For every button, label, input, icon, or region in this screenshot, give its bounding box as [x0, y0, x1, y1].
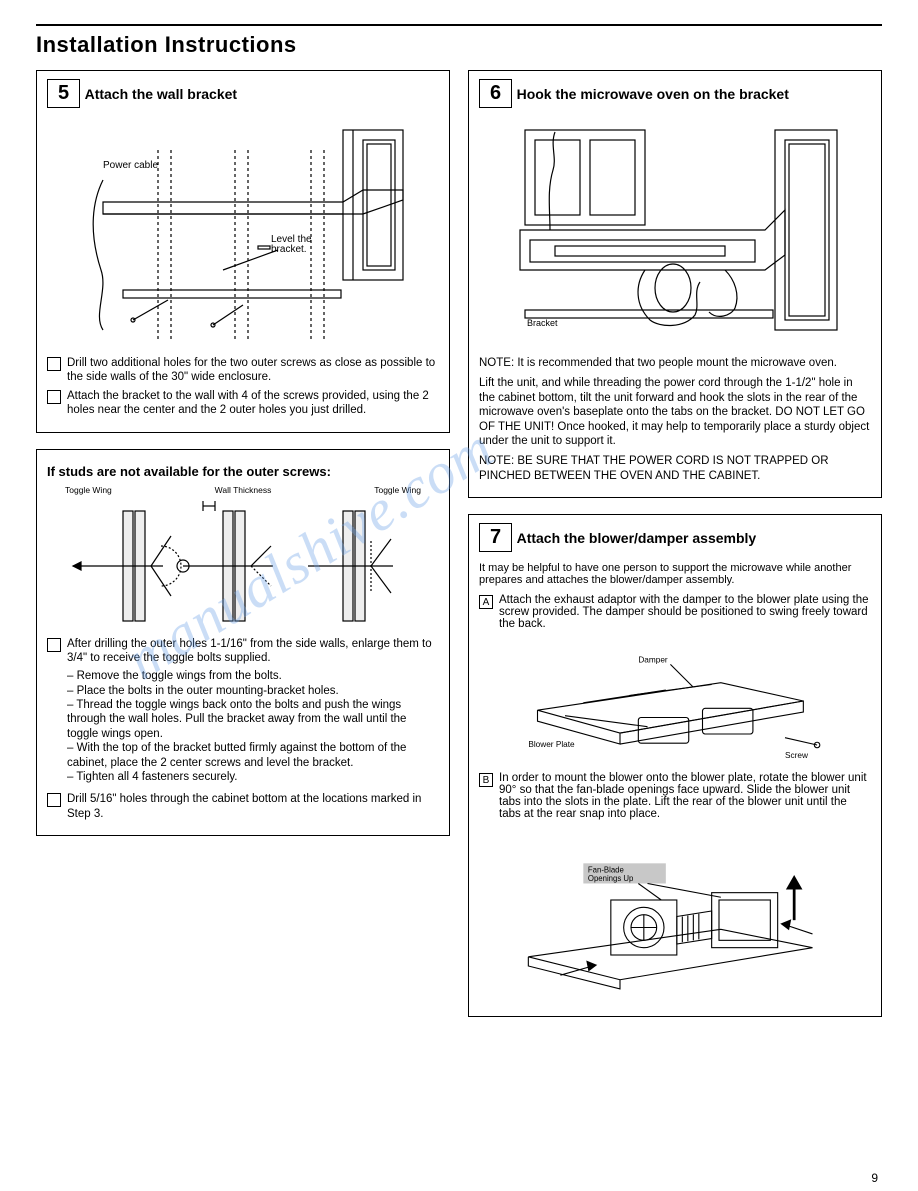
bullet: – Place the bolts in the outer mounting-… [67, 684, 439, 698]
checkbox-icon: A [479, 595, 493, 609]
figure-exhaust-adaptor: Damper Blower Plate Screw [479, 636, 871, 766]
note-text: NOTE: BE SURE THAT THE POWER CORD IS NOT… [479, 454, 871, 483]
step-title: Attach the wall bracket [85, 86, 238, 102]
substep-b: B In order to mount the blower onto the … [479, 772, 871, 820]
panel-toggle-variant: If studs are not available for the outer… [36, 449, 450, 837]
check-text: Attach the bracket to the wall with 4 of… [67, 389, 439, 418]
variant-title: If studs are not available for the outer… [47, 464, 439, 479]
svg-text:Damper: Damper [638, 656, 668, 665]
svg-text:Bracket: Bracket [527, 318, 558, 328]
panel6-body: NOTE: It is recommended that two people … [479, 356, 871, 483]
panel5-check-2: Attach the bracket to the wall with 4 of… [47, 389, 439, 418]
check-text: Drill 5/16" holes through the cabinet bo… [67, 792, 439, 821]
panel-step-6: 6 Hook the microwave oven on the bracket [468, 70, 882, 498]
check-text: Drill two additional holes for the two o… [67, 356, 439, 385]
figure-blower-rotate: Fan-Blade Openings Up [479, 826, 871, 996]
header-rule [36, 24, 882, 26]
substep-text: In order to mount the blower onto the bl… [499, 772, 871, 820]
step-number: 6 [479, 79, 512, 108]
step-title: Hook the microwave oven on the bracket [517, 86, 789, 102]
intro-note: It may be helpful to have one person to … [479, 562, 871, 586]
svg-text:bracket.: bracket. [271, 244, 307, 255]
svg-text:Power cable: Power cable [103, 160, 158, 171]
panel-step-5: 5 Attach the wall bracket [36, 70, 450, 433]
toggle-check-1: After drilling the outer holes 1-1/16" f… [47, 637, 439, 666]
checkbox-icon [47, 793, 61, 807]
checkbox-icon [47, 390, 61, 404]
panel5-body: Drill two additional holes for the two o… [47, 356, 439, 418]
bullet: – Tighten all 4 fasteners securely. [67, 770, 439, 784]
figure-toggle-bolts [47, 501, 439, 631]
substep-a: A Attach the exhaust adaptor with the da… [479, 594, 871, 630]
toggle-check-2: Drill 5/16" holes through the cabinet bo… [47, 792, 439, 821]
page-number: 9 [871, 1171, 878, 1185]
checkbox-icon: B [479, 773, 493, 787]
svg-text:Openings Up: Openings Up [588, 874, 633, 883]
para: Lift the unit, and while threading the p… [479, 376, 871, 448]
page-title: Installation Instructions [36, 32, 882, 58]
toggle-body: After drilling the outer holes 1-1/16" f… [47, 637, 439, 822]
substep-text: Attach the exhaust adaptor with the damp… [499, 594, 871, 630]
panel5-check-1: Drill two additional holes for the two o… [47, 356, 439, 385]
figure-wall-bracket: Power cable Level the bracket. [47, 120, 439, 350]
step-number: 7 [479, 523, 512, 552]
checkbox-icon [47, 357, 61, 371]
check-text: After drilling the outer holes 1-1/16" f… [67, 637, 439, 666]
checkbox-icon [47, 638, 61, 652]
bullet: – Thread the toggle wings back onto the … [67, 698, 439, 741]
left-column: 5 Attach the wall bracket [36, 70, 450, 1017]
svg-text:Blower Plate: Blower Plate [528, 740, 575, 749]
step-title: Attach the blower/damper assembly [517, 530, 757, 546]
note-text: NOTE: It is recommended that two people … [479, 356, 871, 370]
svg-text:Screw: Screw [785, 751, 808, 760]
figure-hook-oven: Bracket [479, 120, 871, 350]
caption-toggle-wing: Toggle Wing [65, 485, 112, 495]
right-column: 6 Hook the microwave oven on the bracket [468, 70, 882, 1017]
panel-step-7: 7 Attach the blower/damper assembly It m… [468, 514, 882, 1017]
caption-wall-thickness: Wall Thickness [215, 485, 272, 495]
bullet: – With the top of the bracket butted fir… [67, 741, 439, 770]
step-number: 5 [47, 79, 80, 108]
content-columns: 5 Attach the wall bracket [36, 70, 882, 1017]
bullet: – Remove the toggle wings from the bolts… [67, 669, 439, 683]
caption-toggle-wing-2: Toggle Wing [374, 485, 421, 495]
